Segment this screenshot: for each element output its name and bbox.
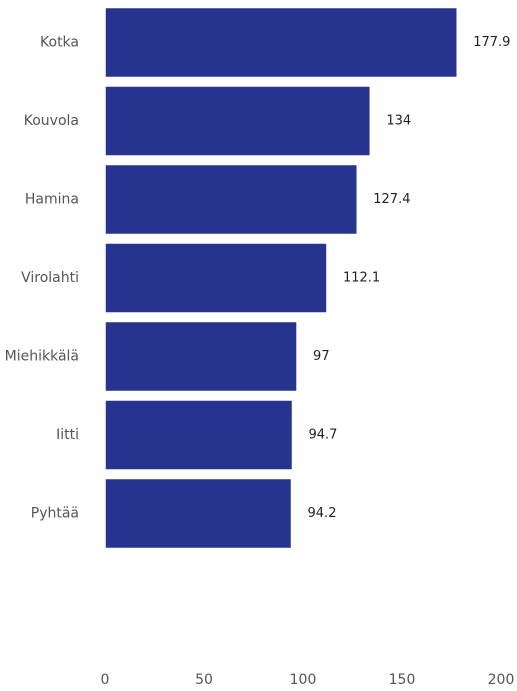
category-labels: Kotka Kouvola Hamina Virolahti Miehikkälä Iit… — [5, 35, 79, 522]
x-tick-label-3: 150 — [389, 672, 416, 687]
value-label-2: 127.4 — [373, 192, 410, 207]
bar-1 — [104, 85, 372, 157]
value-label-6: 94.2 — [308, 506, 337, 521]
value-label-5: 94.7 — [309, 428, 338, 443]
category-label-6: Pyhtää — [31, 506, 79, 522]
category-label-3: Virolahti — [21, 270, 79, 286]
bar-5 — [104, 399, 294, 471]
value-label-1: 134 — [386, 114, 411, 129]
bar-4 — [104, 320, 298, 393]
value-label-4: 97 — [313, 349, 330, 364]
category-label-0: Kotka — [40, 35, 79, 51]
x-tick-label-2: 100 — [290, 672, 317, 687]
bar-6 — [104, 477, 293, 550]
category-label-4: Miehikkälä — [5, 349, 79, 365]
bar-0 — [104, 6, 458, 79]
category-label-2: Hamina — [25, 192, 79, 208]
bar-2 — [104, 163, 359, 236]
category-label-1: Kouvola — [24, 113, 79, 129]
value-labels: 177.9 134 127.4 112.1 97 94.7 94.2 — [308, 35, 511, 521]
value-label-0: 177.9 — [473, 35, 510, 50]
value-label-3: 112.1 — [343, 271, 380, 286]
x-tick-label-0: 0 — [101, 672, 110, 687]
bar-3 — [104, 242, 328, 314]
x-tick-label-4: 200 — [488, 672, 515, 687]
x-axis: 0 50 100 150 200 — [101, 672, 515, 688]
bars-layer — [104, 6, 458, 550]
x-tick-label-1: 50 — [195, 672, 213, 687]
category-label-5: Iitti — [56, 427, 79, 443]
